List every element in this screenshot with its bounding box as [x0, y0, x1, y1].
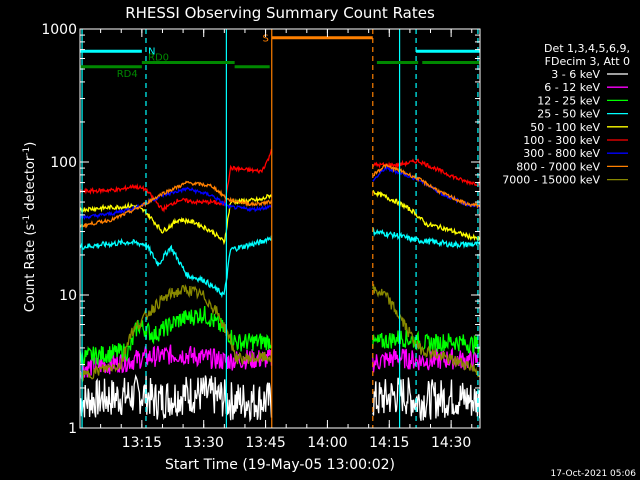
legend-header-0: Det 1,3,4,5,6,9,: [544, 42, 630, 55]
legend-header-1: FDecim 3, Att 0: [545, 55, 630, 68]
series-line-7-part-1: [372, 163, 480, 209]
series-line-1-part-1: [372, 347, 480, 373]
x-axis-label: Start Time (19-May-05 13:00:02): [165, 457, 395, 473]
y-label-part: ): [23, 142, 38, 147]
flag-label-n: N: [148, 46, 155, 57]
legend-entry-label-0: 3 - 6 keV: [551, 68, 600, 81]
legend: Det 1,3,4,5,6,9,FDecim 3, Att 03 - 6 keV…: [502, 42, 630, 187]
series-line-7-part-0: [80, 180, 273, 229]
series-line-4-part-1: [372, 189, 480, 242]
y-label-part: -1: [22, 215, 32, 224]
flag-label-rd0: RD0: [148, 52, 169, 63]
y-tick-label-3: 1000: [41, 22, 77, 38]
timestamp-footer: 17-Oct-2021 05:06: [551, 469, 637, 479]
legend-entry-label-2: 12 - 25 keV: [537, 94, 600, 107]
series-line-3-part-0: [80, 235, 273, 299]
x-tick-label-5: 14:30: [431, 435, 471, 451]
series-line-5-part-1: [372, 158, 480, 187]
series-line-0-part-1: [372, 377, 480, 421]
series-line-6-part-0: [80, 186, 273, 221]
series-line-6-part-1: [372, 165, 480, 210]
series-line-3-part-1: [372, 227, 480, 250]
y-tick-label-0: 1: [68, 421, 77, 437]
y-tick-label-1: 10: [59, 288, 77, 304]
legend-entry-label-7: 800 - 7000 keV: [516, 160, 600, 173]
y-label-part: Count Rate (s: [23, 224, 38, 313]
legend-entry-label-3: 25 - 50 keV: [537, 108, 600, 121]
series-line-2-part-1: [372, 329, 480, 356]
data-series: [80, 148, 480, 423]
legend-entry-label-6: 300 - 800 keV: [523, 147, 600, 160]
legend-entry-label-8: 7000 - 15000 keV: [502, 174, 600, 187]
x-tick-label-3: 14:00: [307, 435, 347, 451]
series-line-5-part-0: [80, 148, 273, 213]
x-tick-label-1: 13:30: [184, 435, 224, 451]
legend-entry-label-5: 100 - 300 keV: [523, 134, 600, 147]
series-line-2-part-0: [80, 305, 273, 367]
series-line-8-part-0: [80, 283, 273, 385]
x-tick-label-2: 13:45: [245, 435, 285, 451]
y-label-part: detector: [23, 155, 38, 215]
plot-frame: [79, 28, 481, 429]
series-line-8-part-1: [372, 284, 480, 378]
chart-title: RHESSI Observing Summary Count Rates: [125, 4, 435, 22]
y-label-part: -1: [22, 147, 32, 156]
series-line-0-part-0: [80, 373, 273, 423]
y-axis-label: Count Rate (s-1 detector-1): [22, 142, 38, 313]
legend-entry-label-4: 50 - 100 keV: [530, 121, 600, 134]
x-tick-label-0: 13:15: [122, 435, 162, 451]
legend-entry-label-1: 6 - 12 keV: [544, 81, 600, 94]
flag-label-s: S: [263, 34, 269, 45]
flag-label-rd4: RD4: [117, 69, 138, 80]
y-tick-label-2: 100: [50, 155, 77, 171]
series-line-4-part-0: [80, 193, 273, 246]
x-tick-label-4: 14:15: [369, 435, 409, 451]
